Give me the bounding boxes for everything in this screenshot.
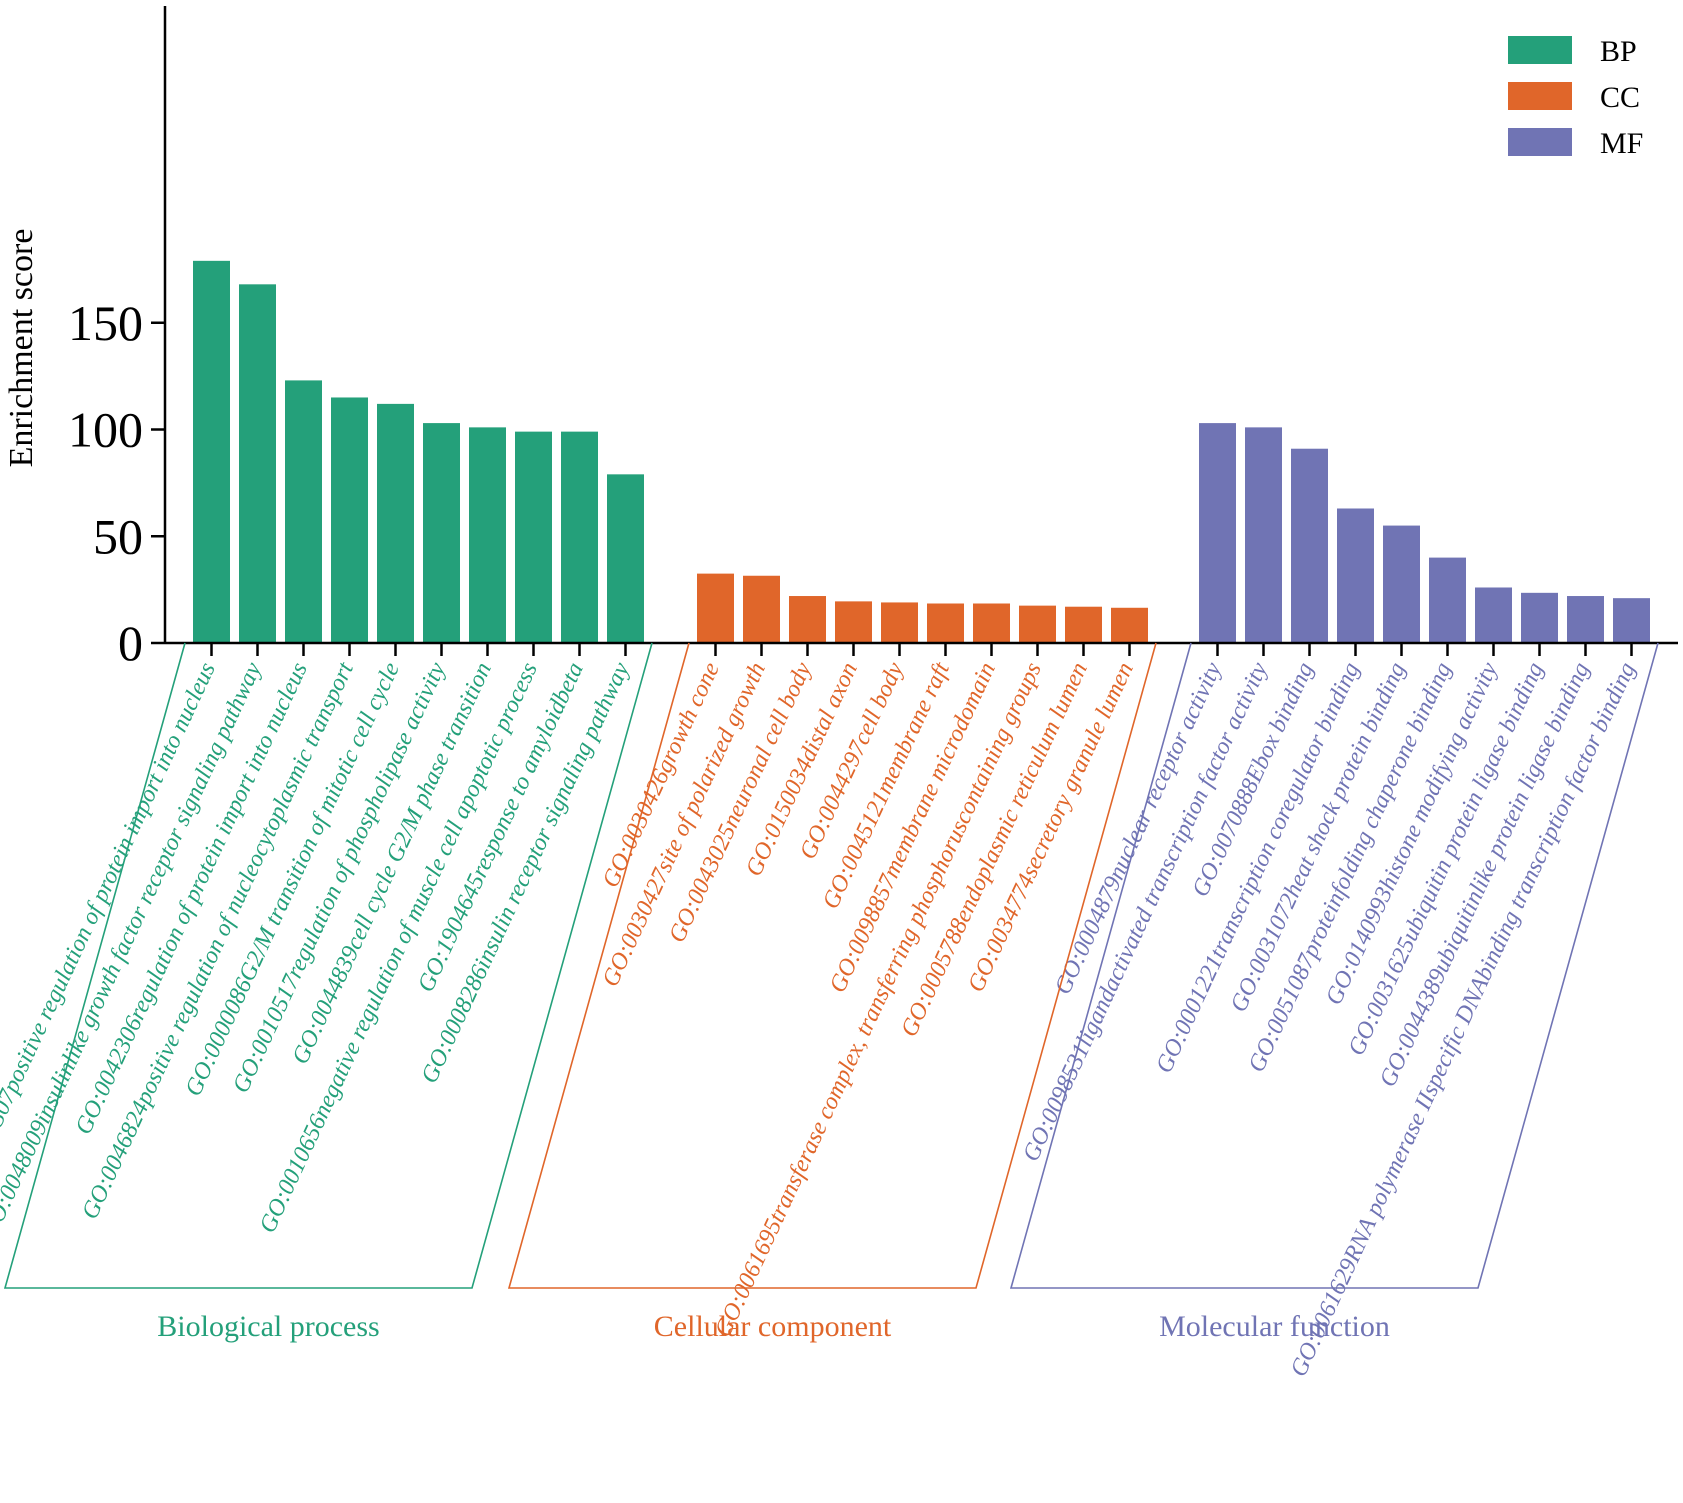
y-tick-label: 150: [68, 295, 143, 351]
bar-bp-4: [331, 397, 368, 643]
bar-cc-10: [1111, 607, 1148, 643]
group-bracket-cc: [507, 642, 1157, 1289]
bar-bp-1: [193, 260, 230, 643]
legend-swatch-cc: [1508, 82, 1572, 110]
bar-bp-9: [561, 431, 598, 643]
group-label-mf: Molecular function: [1159, 1310, 1390, 1343]
bar-bp-3: [285, 380, 322, 643]
group-label-cc: Cellular component: [654, 1310, 892, 1343]
bar-cc-5: [881, 602, 918, 643]
bar-mf-10: [1613, 598, 1650, 643]
bar-bp-7: [469, 427, 506, 643]
bar-cc-3: [789, 596, 826, 643]
bar-mf-1: [1199, 423, 1236, 643]
y-tick-label: 100: [68, 402, 143, 458]
bar-cc-4: [835, 601, 872, 643]
bar-bp-6: [423, 423, 460, 643]
legend-swatch-bp: [1508, 36, 1572, 64]
bar-cc-9: [1065, 606, 1102, 643]
category-labels-layer: GO:0042307positive regulation of protein…: [0, 657, 1641, 1380]
bar-mf-4: [1337, 508, 1374, 643]
group-label-bp: Biological process: [157, 1310, 379, 1343]
bar-mf-5: [1383, 525, 1420, 643]
legend-label-bp: BP: [1600, 35, 1637, 68]
legend-label-cc: CC: [1600, 81, 1640, 114]
bar-cc-2: [743, 575, 780, 643]
bar-cc-8: [1019, 605, 1056, 643]
bar-cc-1: [697, 573, 734, 643]
legend-swatch-mf: [1508, 128, 1572, 156]
bar-cc-6: [927, 603, 964, 643]
legend: BP CC MF: [1508, 35, 1643, 160]
bar-bp-2: [239, 284, 276, 643]
bar-bp-10: [607, 474, 644, 643]
axes-layer: 0 50 100 150: [68, 6, 1678, 671]
group-bracket-mf: [1009, 642, 1659, 1289]
y-axis-label: Enrichment score: [3, 229, 40, 468]
bar-mf-2: [1245, 427, 1282, 643]
bar-mf-6: [1429, 557, 1466, 643]
bar-mf-8: [1521, 592, 1558, 643]
bar-bp-5: [377, 403, 414, 643]
legend-label-mf: MF: [1600, 127, 1643, 160]
group-bracket-bp: [3, 642, 653, 1289]
bar-mf-7: [1475, 587, 1512, 643]
y-tick-label: 0: [118, 615, 143, 671]
bar-mf-9: [1567, 596, 1604, 643]
y-tick-label: 50: [93, 508, 143, 564]
bar-bp-8: [515, 431, 552, 643]
group-brackets-layer: Biological process Cellular component Mole…: [3, 642, 1659, 1343]
bar-cc-7: [973, 603, 1010, 643]
bars-layer: [193, 260, 1650, 643]
bar-mf-3: [1291, 448, 1328, 643]
